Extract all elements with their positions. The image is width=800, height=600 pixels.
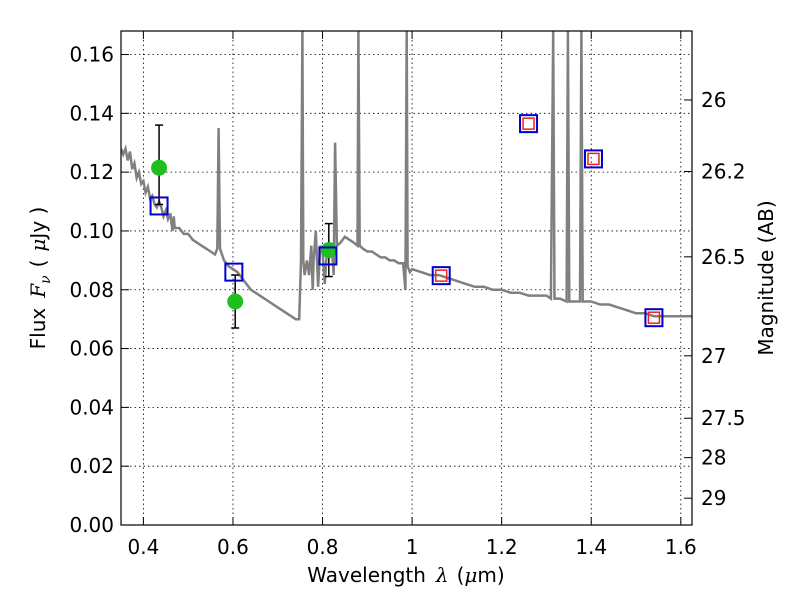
- sed-model-line: [121, 31, 692, 321]
- model-flux-square: [644, 308, 664, 328]
- error-bars: [155, 124, 333, 329]
- sed-model-curve: [121, 31, 692, 321]
- magnitude-tick-label: 26.5: [701, 245, 746, 269]
- y-tick-label: 0.06: [69, 337, 114, 361]
- ir-flux-square: [647, 311, 661, 324]
- y-tick-labels: 0.00 0.02 0.04 0.06 0.08 0.10 0.12 0.14 0.16: [69, 43, 129, 537]
- observed-point: [320, 242, 337, 259]
- magnitude-tick-label: 27: [701, 344, 726, 368]
- y-tick-label: 0.08: [69, 278, 114, 302]
- model-flux-square: [318, 246, 338, 266]
- ir-flux-square: [522, 117, 535, 130]
- observed-point: [227, 293, 244, 310]
- magnitude-tick-labels: 26 26.2 26.5 27 27.5 28 29: [684, 88, 746, 510]
- x-axis-label: Wavelength λ (μm): [307, 563, 504, 587]
- x-tick-label: 1: [406, 535, 419, 559]
- model-flux-square: [149, 196, 169, 216]
- x-tick-labels: 0.4 0.6 0.8 1 1.2 1.4 1.6: [127, 31, 697, 559]
- magnitude-tick-label: 29: [701, 486, 726, 510]
- x-tick-label: 0.6: [217, 535, 249, 559]
- y-tick-label: 0.12: [69, 160, 114, 184]
- magnitude-tick-label: 27.5: [701, 406, 746, 430]
- model-flux-square: [519, 114, 539, 134]
- x-tick-label: 0.8: [307, 535, 339, 559]
- y-tick-label: 0.16: [69, 43, 114, 67]
- model-flux-square: [224, 262, 244, 282]
- model-flux-square: [583, 149, 603, 169]
- axes-frame: [120, 30, 693, 526]
- magnitude-axis-label: Magnitude (AB): [754, 200, 778, 355]
- y-tick-label: 0.02: [69, 454, 114, 478]
- plot-frame: [120, 30, 693, 526]
- observed-point: [151, 159, 168, 176]
- x-tick-label: 1.6: [665, 535, 697, 559]
- magnitude-tick-label: 26.2: [701, 159, 746, 183]
- y-tick-label: 0.14: [69, 101, 114, 125]
- y-tick-label: 0.04: [69, 395, 114, 419]
- magnitude-tick-label: 28: [701, 446, 726, 470]
- ir-flux-square: [587, 152, 600, 166]
- y-tick-label: 0.00: [69, 513, 114, 537]
- observed-points: [151, 159, 337, 310]
- y-axis-label: FluxFν(μJy ): [26, 207, 54, 350]
- x-tick-label: 1.2: [486, 535, 518, 559]
- model-flux-squares: [149, 114, 664, 328]
- x-tick-label: 1.4: [575, 535, 607, 559]
- model-flux-square: [431, 266, 451, 286]
- magnitude-tick-label: 26: [701, 88, 726, 112]
- y-tick-label: 0.10: [69, 219, 114, 243]
- ir-flux-square: [434, 269, 448, 282]
- x-tick-label: 0.4: [127, 535, 159, 559]
